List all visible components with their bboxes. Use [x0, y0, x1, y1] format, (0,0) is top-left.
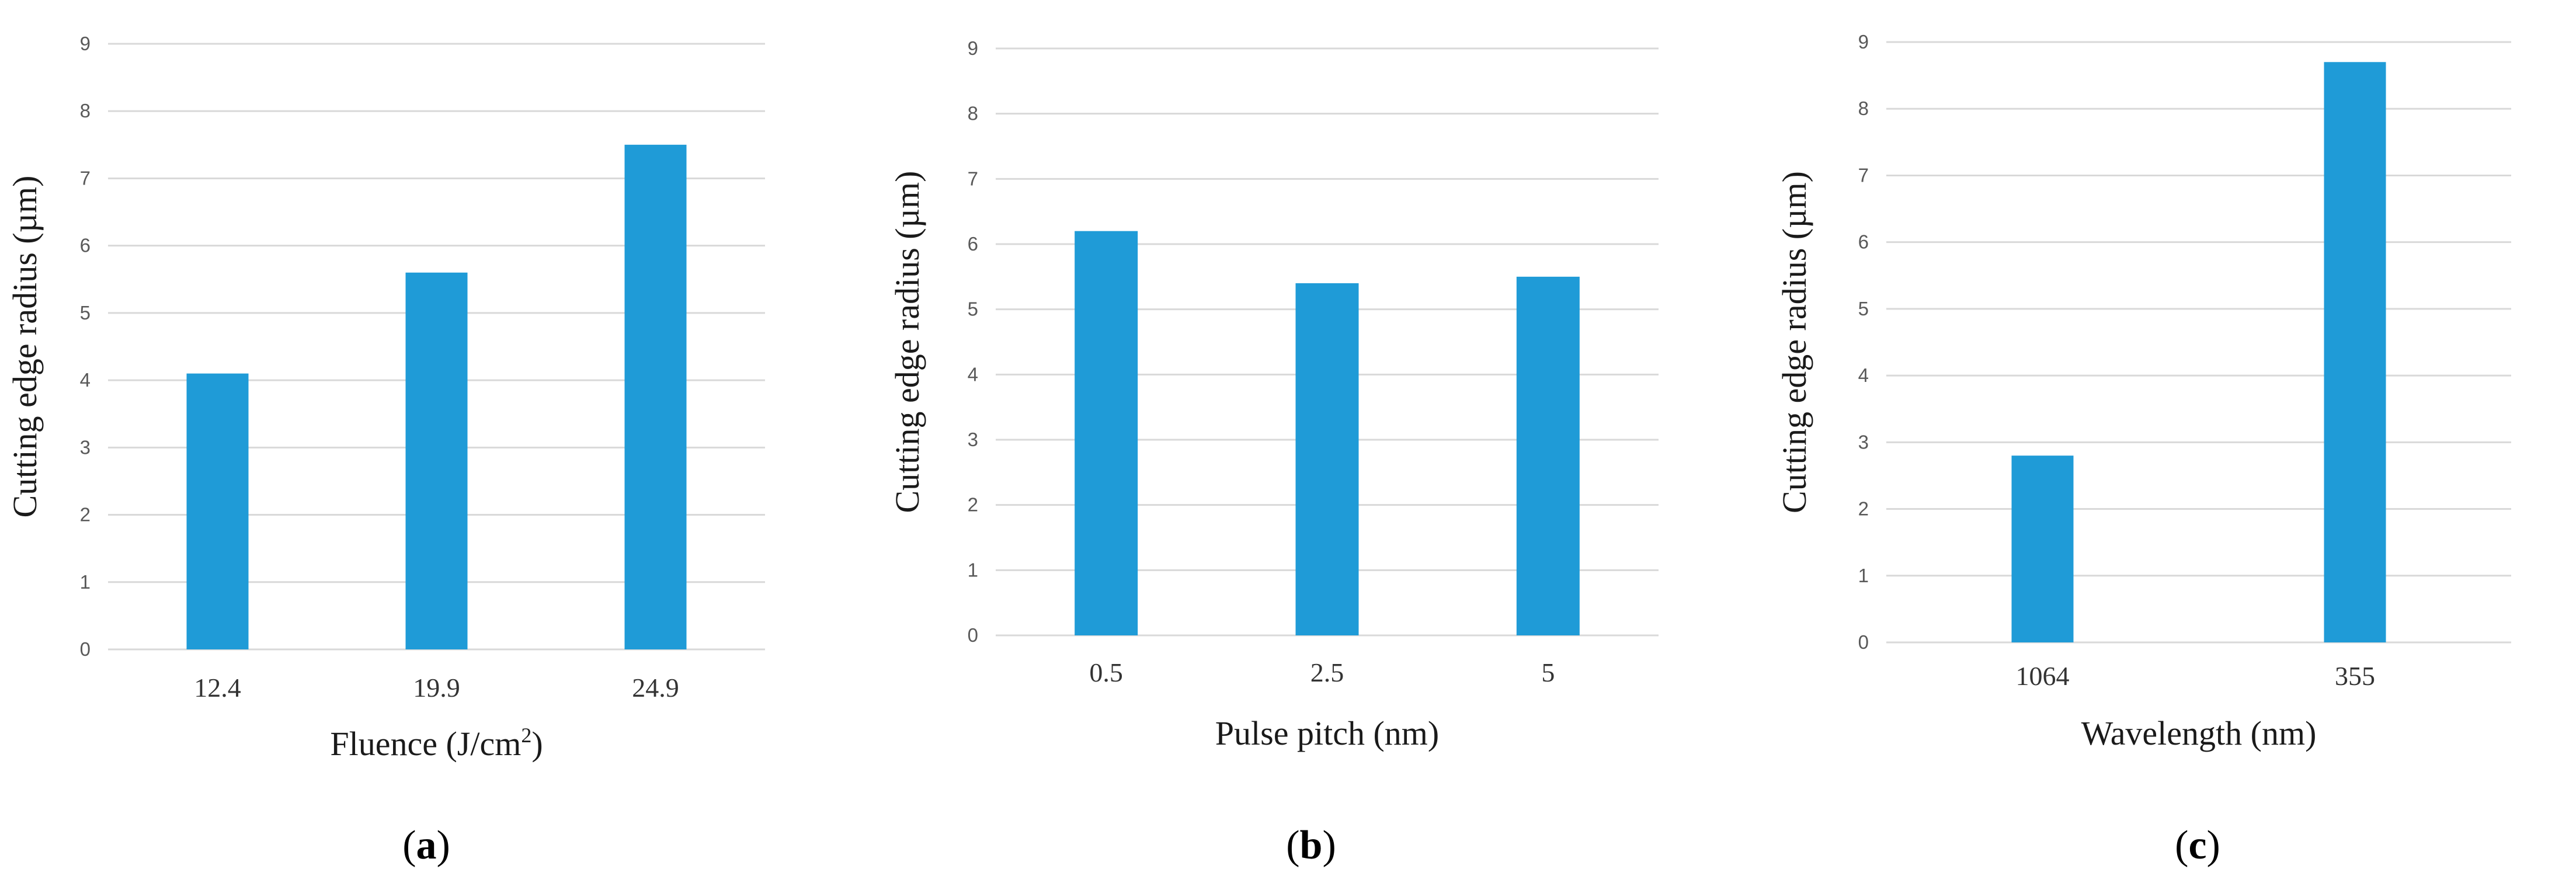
y-axis-title: Cutting edge radius (µm) — [1775, 171, 1813, 513]
y-tick-label: 4 — [80, 369, 91, 391]
bar — [2324, 62, 2386, 643]
y-tick-label: 6 — [968, 233, 978, 255]
x-axis-title-text: Fluence (J/cm — [330, 725, 521, 763]
y-tick-label: 2 — [1858, 498, 1869, 520]
bar — [405, 272, 468, 649]
x-tick-label: 24.9 — [632, 673, 679, 703]
y-axis-title: Cutting edge radius (µm) — [888, 171, 926, 513]
y-tick-label: 9 — [968, 37, 978, 59]
y-tick-label: 4 — [968, 363, 978, 385]
y-tick-label: 9 — [80, 33, 91, 54]
x-axis-title-end: ) — [531, 725, 543, 763]
y-tick-label: 1 — [1858, 565, 1869, 586]
x-tick-label: 19.9 — [413, 673, 460, 703]
y-tick-label: 3 — [1858, 431, 1869, 453]
x-axis-title: Pulse pitch (nm) — [1215, 714, 1439, 752]
y-tick-label: 6 — [1858, 231, 1869, 253]
bar — [1516, 276, 1580, 635]
bar — [1075, 231, 1138, 636]
y-tick-label: 3 — [80, 436, 91, 458]
chart-panel-c: 0 1 2 3 4 5 6 7 8 9 1064 355 Wavelength (nm) Cutting … — [1775, 31, 2511, 868]
x-tick-label: 12.4 — [194, 673, 241, 703]
panel-caption: (a) — [402, 823, 450, 868]
panel-caption: (c) — [2175, 823, 2220, 868]
bar — [1295, 283, 1359, 635]
x-tick-label: 355 — [2335, 661, 2375, 691]
y-tick-label: 2 — [968, 494, 978, 516]
y-tick-label: 0 — [968, 624, 978, 646]
chart-panel-b: 0 1 2 3 4 5 6 7 8 9 0.5 2.5 5 Pulse pitch (nm) Cutting… — [888, 37, 1659, 868]
y-tick-label: 9 — [1858, 31, 1869, 53]
y-tick-label: 8 — [80, 100, 91, 121]
y-tick-label: 5 — [968, 298, 978, 320]
x-axis-title: Fluence (J/cm2) — [330, 724, 543, 763]
y-tick-label: 1 — [80, 571, 91, 593]
y-tick-label: 5 — [1858, 298, 1869, 319]
y-tick-label: 6 — [80, 235, 91, 256]
panel-caption: (b) — [1286, 823, 1336, 868]
y-tick-label: 1 — [968, 559, 978, 580]
y-tick-label: 0 — [1858, 631, 1869, 653]
x-axis-title-sup: 2 — [521, 724, 531, 747]
bar — [186, 373, 249, 649]
x-axis-title: Wavelength (nm) — [2081, 714, 2317, 752]
x-tick-label: 5 — [1541, 658, 1555, 687]
y-tick-label: 5 — [80, 302, 91, 324]
y-tick-label: 3 — [968, 429, 978, 450]
y-tick-label: 2 — [80, 504, 91, 526]
y-tick-label: 7 — [80, 167, 91, 189]
y-tick-label: 0 — [80, 638, 91, 660]
x-tick-label: 1064 — [2016, 661, 2070, 691]
y-tick-label: 7 — [1858, 164, 1869, 186]
x-tick-label: 0.5 — [1089, 658, 1123, 687]
y-tick-label: 8 — [1858, 98, 1869, 119]
bar — [2011, 456, 2074, 642]
y-tick-label: 4 — [1858, 364, 1869, 386]
x-tick-label: 2.5 — [1310, 658, 1344, 687]
y-axis-title: Cutting edge radius (µm) — [6, 176, 44, 518]
y-tick-label: 8 — [968, 103, 978, 124]
y-tick-label: 7 — [968, 168, 978, 189]
bar — [624, 144, 687, 650]
